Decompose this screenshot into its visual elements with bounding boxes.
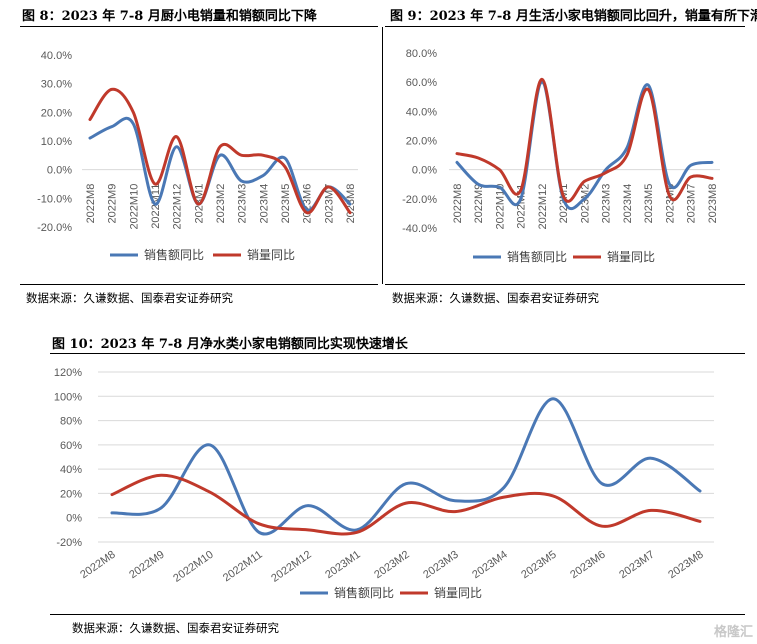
series-line-sales-volume: [455, 77, 714, 203]
y-tick-label: 120%: [54, 367, 82, 379]
y-tick-label: 40%: [60, 464, 82, 476]
x-tick-label: 2023M3: [237, 184, 249, 224]
y-tick-label: 40.0%: [41, 50, 72, 62]
chart8-source: 数据来源：久谦数据、国泰君安证券研究: [26, 291, 233, 305]
y-tick-label: 20%: [60, 488, 82, 500]
x-tick-label: 2023M5: [280, 184, 292, 224]
y-tick-label: 40.0%: [406, 106, 437, 118]
y-tick-label: 20.0%: [406, 136, 437, 148]
x-tick-label: 2022M11: [221, 549, 265, 585]
x-tick-label: 2022M11: [150, 184, 162, 229]
x-tick-label: 2023M4: [470, 549, 509, 582]
x-tick-label: 2022M12: [172, 184, 184, 230]
panel-divider: [382, 27, 383, 284]
chart10-title-rule: [50, 353, 745, 354]
x-tick-label: 2023M8: [666, 549, 705, 582]
series-line-sales-amount: [455, 80, 714, 211]
y-tick-label: 80%: [60, 416, 82, 428]
x-tick-label: 2023M1: [323, 549, 362, 582]
x-tick-label: 2022M12: [537, 184, 549, 230]
y-tick-label: -20.0%: [402, 194, 437, 206]
x-tick-label: 2023M4: [622, 184, 634, 224]
x-tick-label: 2023M3: [421, 549, 460, 582]
x-tick-label: 2022M8: [452, 184, 464, 224]
x-tick-label: 2023M7: [617, 549, 656, 582]
x-tick-label: 2023M2: [215, 184, 227, 224]
y-tick-label: 0.0%: [412, 165, 437, 177]
chart10-title: 图 10：2023 年 7-8 月净水类小家电销额同比实现快速增长: [52, 337, 408, 352]
chart9-title: 图 9：2023 年 7-8 月生活小家电销额同比回升，销量有所下滑: [390, 9, 757, 24]
chart8-bottom-rule: [20, 284, 378, 285]
x-tick-label: 2022M8: [78, 549, 117, 582]
x-tick-label: 2022M10: [495, 184, 507, 230]
x-tick-label: 2022M9: [473, 184, 485, 224]
x-tick-label: 2022M10: [128, 184, 140, 230]
x-tick-label: 2023M7: [686, 184, 698, 224]
x-tick-label: 2023M5: [519, 549, 558, 582]
x-tick-label: 2023M8: [707, 184, 719, 224]
legend-label: 销售额同比: [144, 247, 204, 262]
chart-1-group: 80.0% 60.0% 40.0% 20.0% 0.0% -20.0% -40.0% 2022…: [402, 48, 720, 264]
y-tick-label: 0%: [66, 513, 82, 525]
x-tick-label: 2022M10: [171, 549, 215, 585]
chart8-title: 图 8：2023 年 7-8 月厨小电销量和销额同比下降: [22, 9, 317, 24]
legend-label: 销量同比: [247, 248, 295, 262]
y-tick-label: 60%: [60, 440, 82, 452]
legend-label: 销售额同比: [334, 585, 394, 600]
x-tick-label: 2023M3: [601, 184, 613, 224]
chart9-bottom-rule: [385, 284, 745, 285]
legend-label: 销量同比: [434, 586, 482, 600]
series-line-sales-amount: [88, 116, 352, 212]
x-tick-label: 2023M5: [643, 184, 655, 224]
x-tick-label: 2022M9: [127, 549, 166, 582]
x-tick-label: 2023M2: [372, 549, 411, 582]
series-line-sales-amount: [110, 397, 702, 536]
y-tick-label: 20.0%: [41, 107, 72, 119]
chart-0-group: 40.0% 30.0% 20.0% 10.0% 0.0% -10.0% -20.0% 2022…: [37, 50, 358, 262]
chart9-source: 数据来源：久谦数据、国泰君安证券研究: [392, 291, 599, 305]
x-tick-label: 2023M4: [258, 184, 270, 224]
x-tick-label: 2023M7: [323, 184, 335, 224]
series-line-sales-volume: [110, 473, 702, 536]
series-line-sales-volume: [88, 87, 352, 215]
y-tick-label: 60.0%: [406, 77, 437, 89]
y-tick-label: 30.0%: [41, 79, 72, 91]
y-tick-label: 10.0%: [41, 136, 72, 148]
chart9-title-rule: [385, 26, 745, 27]
y-tick-label: 0.0%: [47, 165, 72, 177]
y-tick-label: -40.0%: [402, 223, 437, 235]
chart-2-group: 120%100%80%60%40%20%0%-20%2022M8 2022M9 20…: [54, 367, 714, 600]
y-tick-label: -20%: [56, 537, 82, 549]
chart10-source: 数据来源：久谦数据、国泰君安证券研究: [72, 621, 279, 635]
watermark-logo: 格隆汇: [713, 624, 753, 639]
legend-label: 销量同比: [607, 250, 655, 264]
chart10-bottom-rule: [50, 614, 745, 615]
x-tick-label: 2022M9: [107, 184, 119, 224]
y-tick-label: 100%: [54, 391, 82, 403]
y-tick-label: 80.0%: [406, 48, 437, 60]
x-tick-label: 2022M8: [85, 184, 97, 224]
x-tick-label: 2022M12: [269, 549, 313, 585]
legend-label: 销售额同比: [507, 249, 567, 264]
y-tick-label: -20.0%: [37, 222, 72, 234]
chart8-title-rule: [20, 26, 378, 27]
y-tick-label: -10.0%: [37, 193, 72, 205]
x-tick-label: 2023M6: [568, 549, 607, 582]
